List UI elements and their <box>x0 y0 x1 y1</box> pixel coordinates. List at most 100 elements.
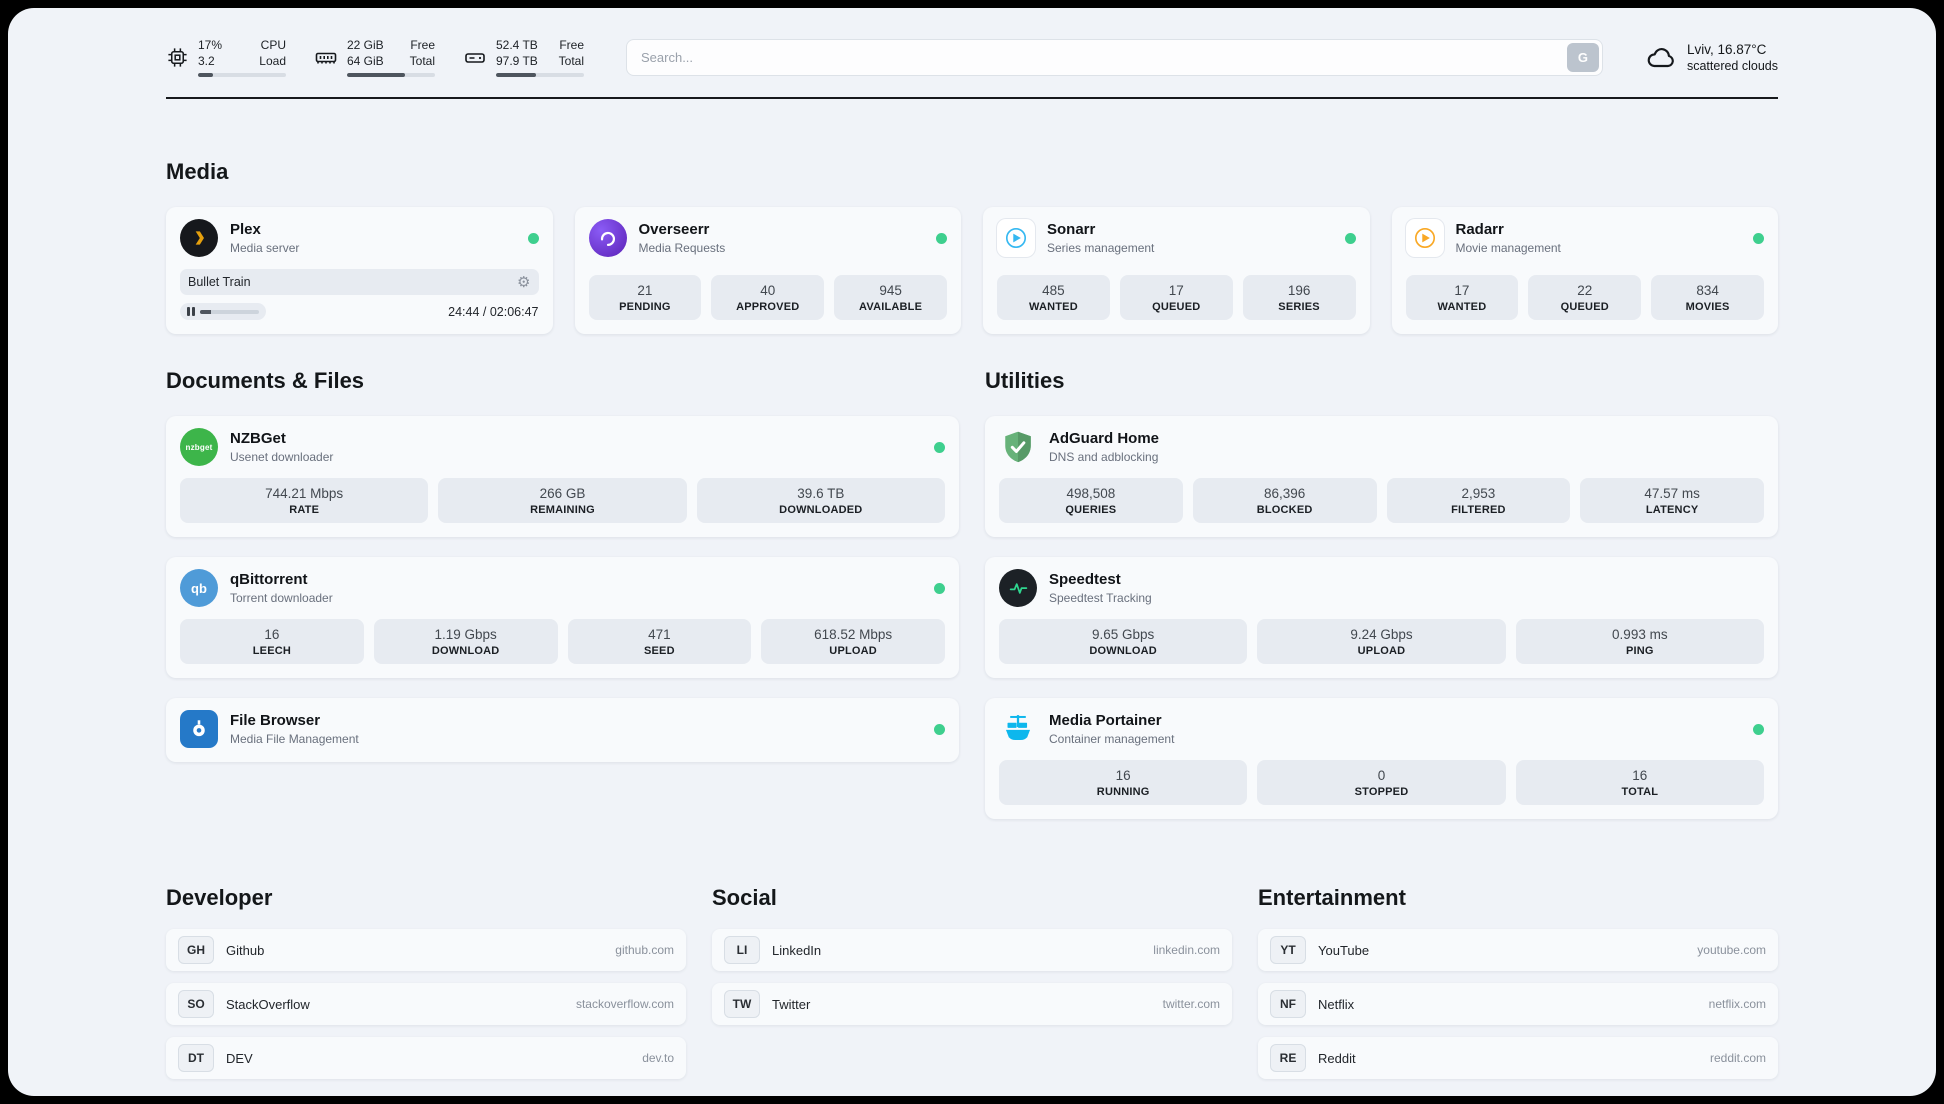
qbittorrent-icon: qb <box>180 569 218 607</box>
online-status-dot <box>934 723 945 735</box>
app-subtitle: Media Requests <box>638 241 726 255</box>
bookmark-twitter[interactable]: TW Twitter twitter.com <box>712 983 1232 1025</box>
stat-blocked: 86,396 BLOCKED <box>1192 478 1377 523</box>
stat-running: 16 RUNNING <box>999 760 1248 805</box>
bookmark-youtube[interactable]: YT YouTube youtube.com <box>1258 929 1778 971</box>
online-status-dot <box>527 232 539 244</box>
hard-drive-icon <box>463 46 487 70</box>
pause-icon[interactable] <box>187 307 195 316</box>
app-name: File Browser <box>230 712 321 729</box>
portainer-icon <box>999 710 1037 748</box>
app-name: Media Portainer <box>1049 712 1162 729</box>
stat-pending: 21 PENDING <box>588 275 702 320</box>
disk-monitor: 52.4 TB 97.9 TB Free Total <box>463 38 584 77</box>
bookmark-linkedin[interactable]: LI LinkedIn linkedin.com <box>712 929 1232 971</box>
section-media: Media Plex Media server <box>166 159 1778 334</box>
bookmark-netflix[interactable]: NF Netflix netflix.com <box>1258 983 1778 1025</box>
app-name: Plex <box>230 221 261 238</box>
disk-free-label: Free <box>559 38 584 52</box>
app-name: AdGuard Home <box>1049 430 1160 447</box>
stat-leech: 16 LEECH <box>180 619 364 664</box>
memory-free-value: 22 GiB <box>347 38 384 52</box>
app-card-radarr[interactable]: Radarr Movie management 17 WANTED 22 QUE… <box>1391 207 1778 334</box>
dev-abbr-icon: DT <box>178 1044 214 1072</box>
radarr-icon <box>1405 219 1444 257</box>
reddit-abbr-icon: RE <box>1270 1044 1306 1072</box>
app-name: qBittorrent <box>230 571 308 588</box>
search-input[interactable] <box>626 39 1603 76</box>
bookmarks-developer: Developer GH Github github.com SO StackO… <box>166 885 686 1079</box>
sonarr-icon <box>997 219 1035 257</box>
online-status-dot <box>934 441 945 453</box>
bookmark-reddit[interactable]: RE Reddit reddit.com <box>1258 1037 1778 1079</box>
cpu-label: CPU <box>260 38 286 52</box>
app-card-qbittorrent[interactable]: qb qBittorrent Torrent downloader 16 <box>166 557 959 678</box>
stat-upload: 618.52 Mbps UPLOAD <box>761 619 945 664</box>
app-card-plex[interactable]: Plex Media server Bullet Train ⚙ <box>166 207 553 334</box>
disk-free-value: 52.4 TB <box>496 38 538 52</box>
memory-total-value: 64 GiB <box>347 54 384 68</box>
app-name: Overseerr <box>638 221 710 238</box>
app-subtitle: Container management <box>1049 732 1175 746</box>
app-card-overseerr[interactable]: Overseerr Media Requests 21 PENDING 40 A… <box>574 207 961 334</box>
stat-queued: 22 QUEUED <box>1528 275 1642 320</box>
section-title-utilities: Utilities <box>985 368 1065 393</box>
stat-download: 1.19 Gbps DOWNLOAD <box>373 619 558 664</box>
overseerr-icon <box>588 219 627 257</box>
stat-queries: 498,508 QUERIES <box>999 478 1183 523</box>
app-subtitle: DNS and adblocking <box>1049 450 1159 464</box>
stat-movies: 834 MOVIES <box>1651 275 1764 320</box>
github-abbr-icon: GH <box>178 936 214 964</box>
memory-total-label: Total <box>409 54 435 68</box>
twitter-abbr-icon: TW <box>724 990 760 1018</box>
cpu-load-value: 3.2 <box>198 54 215 68</box>
app-subtitle: Movie management <box>1455 241 1561 255</box>
netflix-abbr-icon: NF <box>1270 990 1306 1018</box>
cloud-icon <box>1645 42 1677 74</box>
app-subtitle: Speedtest Tracking <box>1049 591 1152 605</box>
youtube-abbr-icon: YT <box>1270 936 1306 964</box>
cpu-load-label: Load <box>259 54 286 68</box>
app-card-sonarr[interactable]: Sonarr Series management 485 WANTED 17 Q… <box>983 207 1370 334</box>
stat-available: 945 AVAILABLE <box>834 275 947 320</box>
app-name: Radarr <box>1455 221 1504 238</box>
app-card-adguard[interactable]: AdGuard Home DNS and adblocking 498,508 … <box>985 416 1778 537</box>
app-card-filebrowser[interactable]: File Browser Media File Management <box>166 698 959 762</box>
app-subtitle: Media File Management <box>230 732 359 746</box>
section-title-media: Media <box>166 159 229 184</box>
app-subtitle: Series management <box>1047 241 1155 255</box>
app-card-speedtest[interactable]: Speedtest Speedtest Tracking 9.65 Gbps D… <box>985 557 1778 678</box>
section-title-developer: Developer <box>166 885 273 910</box>
app-subtitle: Usenet downloader <box>230 450 334 464</box>
search-engine-button[interactable]: G <box>1566 43 1599 72</box>
settings-gear-icon[interactable]: ⚙ <box>517 273 531 291</box>
stat-seed: 471 SEED <box>567 619 752 664</box>
weather-location: Lviv, 16.87°C <box>1686 42 1767 57</box>
stat-remaining: 266 GB REMAINING <box>438 478 687 523</box>
memory-free-label: Free <box>410 38 435 52</box>
stat-total: 16 TOTAL <box>1515 760 1764 805</box>
cpu-usage-bar <box>198 73 286 77</box>
online-status-dot <box>1753 723 1764 735</box>
bookmark-stackoverflow[interactable]: SO StackOverflow stackoverflow.com <box>166 983 686 1025</box>
linkedin-abbr-icon: LI <box>724 936 760 964</box>
stat-filtered: 2,953 FILTERED <box>1386 478 1571 523</box>
bookmark-dev[interactable]: DT DEV dev.to <box>166 1037 686 1079</box>
bookmarks-social: Social LI LinkedIn linkedin.com TW Twitt… <box>712 885 1232 1025</box>
section-documents: Documents & Files nzbget NZBGet Usenet d… <box>166 368 959 819</box>
bookmarks-entertainment: Entertainment YT YouTube youtube.com NF … <box>1258 885 1778 1079</box>
app-card-portainer[interactable]: Media Portainer Container management 16 … <box>985 698 1778 819</box>
bookmark-github[interactable]: GH Github github.com <box>166 929 686 971</box>
cpu-monitor: 17% 3.2 CPU Load <box>166 38 286 77</box>
playback-progress-bar[interactable] <box>180 303 266 320</box>
online-status-dot <box>936 232 947 244</box>
nzbget-icon: nzbget <box>180 428 218 466</box>
stat-approved: 40 APPROVED <box>711 275 825 320</box>
app-card-nzbget[interactable]: nzbget NZBGet Usenet downloader 744.21 M… <box>166 416 959 537</box>
section-title-entertainment: Entertainment <box>1258 885 1406 910</box>
section-title-social: Social <box>712 885 777 910</box>
stat-series: 196 SERIES <box>1242 275 1356 320</box>
stackoverflow-abbr-icon: SO <box>178 990 214 1018</box>
disk-usage-bar <box>496 73 584 77</box>
memory-monitor: 22 GiB 64 GiB Free Total <box>314 38 435 77</box>
